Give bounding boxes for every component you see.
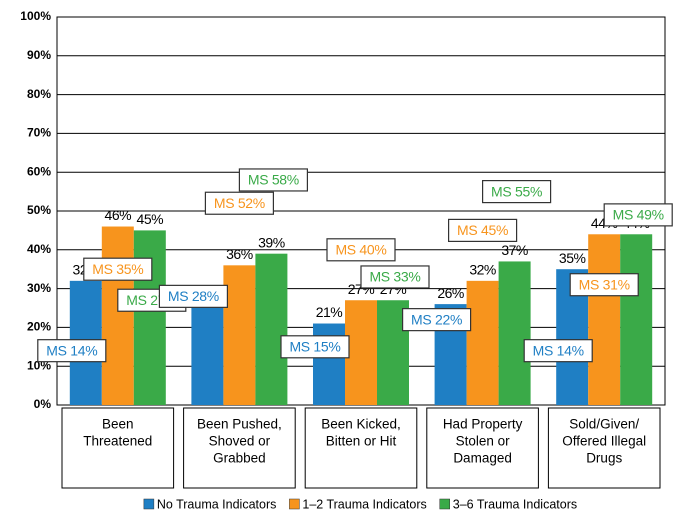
legend-label: 1–2 Trauma Indicators (302, 497, 426, 511)
bar (345, 300, 377, 405)
y-tick-label: 0% (34, 397, 52, 411)
value-label: 36% (226, 246, 253, 262)
ms-box (448, 218, 518, 242)
ms-box (280, 335, 350, 359)
ms-annotation: MS 40% (326, 238, 396, 262)
value-label: 46% (105, 207, 132, 223)
y-tick-label: 30% (27, 281, 51, 295)
ms-box (204, 191, 274, 215)
ms-annotation: MS 58% (238, 168, 308, 192)
bar (223, 265, 256, 405)
ms-annotation: MS 45% (448, 218, 518, 242)
bar (101, 226, 134, 405)
ms-box (83, 257, 153, 281)
bar (466, 280, 499, 405)
x-tick-label: Had Property (443, 417, 523, 432)
ms-box (326, 238, 396, 262)
ms-label: MS 31% (579, 276, 630, 292)
ms-annotation: MS 33% (360, 265, 430, 289)
legend: No Trauma Indicators 1–2 Trauma Indicator… (143, 497, 577, 511)
ms-annotation: MS 15% (280, 335, 350, 359)
bar (255, 253, 288, 405)
ms-label: MS 22% (411, 311, 462, 327)
y-tick-label: 40% (27, 242, 51, 256)
y-tick-label: 60% (27, 164, 51, 178)
x-tick-label: Stolen or (456, 434, 511, 449)
ms-annotation: MS 49% (603, 203, 673, 227)
ms-label: MS 40% (335, 242, 386, 258)
ms-box (37, 339, 107, 363)
ms-label: MS 14% (46, 342, 97, 358)
ms-annotation: MS 55% (482, 180, 552, 204)
ms-annotation: MS 31% (569, 273, 639, 297)
legend-swatch (439, 498, 450, 510)
x-tick-label: Been (102, 417, 134, 432)
value-label: 37% (501, 242, 528, 258)
ms-label: MS 14% (533, 342, 584, 358)
legend-swatch (143, 498, 155, 510)
ms-annotation: MS 14% (523, 339, 593, 363)
category-box (183, 407, 296, 489)
x-tick-label: Been Pushed, (197, 417, 282, 432)
bar (133, 230, 166, 405)
legend-swatch (289, 498, 300, 510)
ms-label: MS 49% (613, 207, 664, 223)
ms-label: MS 33% (369, 269, 420, 285)
legend-label: No Trauma Indicators (157, 497, 277, 511)
y-tick-label: 90% (27, 48, 51, 62)
bar (588, 234, 621, 405)
ms-label: MS 58% (248, 172, 299, 188)
x-tick-label: Sold/Given/ (569, 417, 639, 432)
ms-box (402, 308, 472, 332)
bar (191, 304, 224, 405)
ms-label: MS 55% (491, 183, 542, 199)
ms-annotation: MS 22% (402, 308, 472, 332)
ms-label: MS 52% (214, 195, 265, 211)
x-tick-label: Offered Illegal (562, 434, 646, 449)
ms-box (482, 180, 552, 204)
category-box (547, 407, 661, 489)
ms-box (158, 284, 228, 308)
y-tick-label: 20% (27, 320, 51, 334)
category-box (426, 407, 539, 489)
bar (620, 234, 653, 405)
ms-box (603, 203, 673, 227)
ms-annotation: MS 52% (204, 191, 274, 215)
ms-annotation: MS 28% (158, 284, 228, 308)
ms-box (523, 339, 593, 363)
y-tick-label: 70% (27, 126, 51, 140)
ms-label: MS 45% (457, 222, 508, 238)
legend-label: 3–6 Trauma Indicators (453, 497, 577, 511)
x-tick-label: Grabbed (213, 451, 266, 466)
ms-label: MS 35% (92, 261, 143, 277)
value-label: 39% (258, 234, 285, 250)
x-tick-label: Damaged (453, 451, 512, 466)
y-tick-label: 80% (27, 87, 51, 101)
x-tick-label: Been Kicked, (321, 417, 401, 432)
value-label: 26% (437, 285, 464, 301)
x-tick-label: Shoved or (209, 434, 271, 449)
value-label: 35% (559, 250, 586, 266)
value-label: 32% (469, 262, 496, 278)
x-tick-label: Drugs (586, 451, 622, 466)
y-tick-label: 50% (27, 203, 51, 217)
y-tick-label: 100% (20, 9, 51, 23)
value-label: 45% (137, 211, 164, 227)
value-label: 21% (316, 304, 343, 320)
x-tick-label: Threatened (83, 434, 152, 449)
ms-box (360, 265, 430, 289)
x-tick-label: Bitten or Hit (326, 434, 397, 449)
category-box (61, 407, 175, 489)
ms-box (238, 168, 308, 192)
ms-annotation: MS 14% (37, 339, 107, 363)
bar (498, 261, 531, 405)
ms-annotation: MS 35% (83, 257, 153, 281)
ms-box (569, 273, 639, 297)
category-box (304, 407, 418, 489)
ms-label: MS 28% (168, 288, 219, 304)
ms-label: MS 15% (289, 339, 340, 355)
